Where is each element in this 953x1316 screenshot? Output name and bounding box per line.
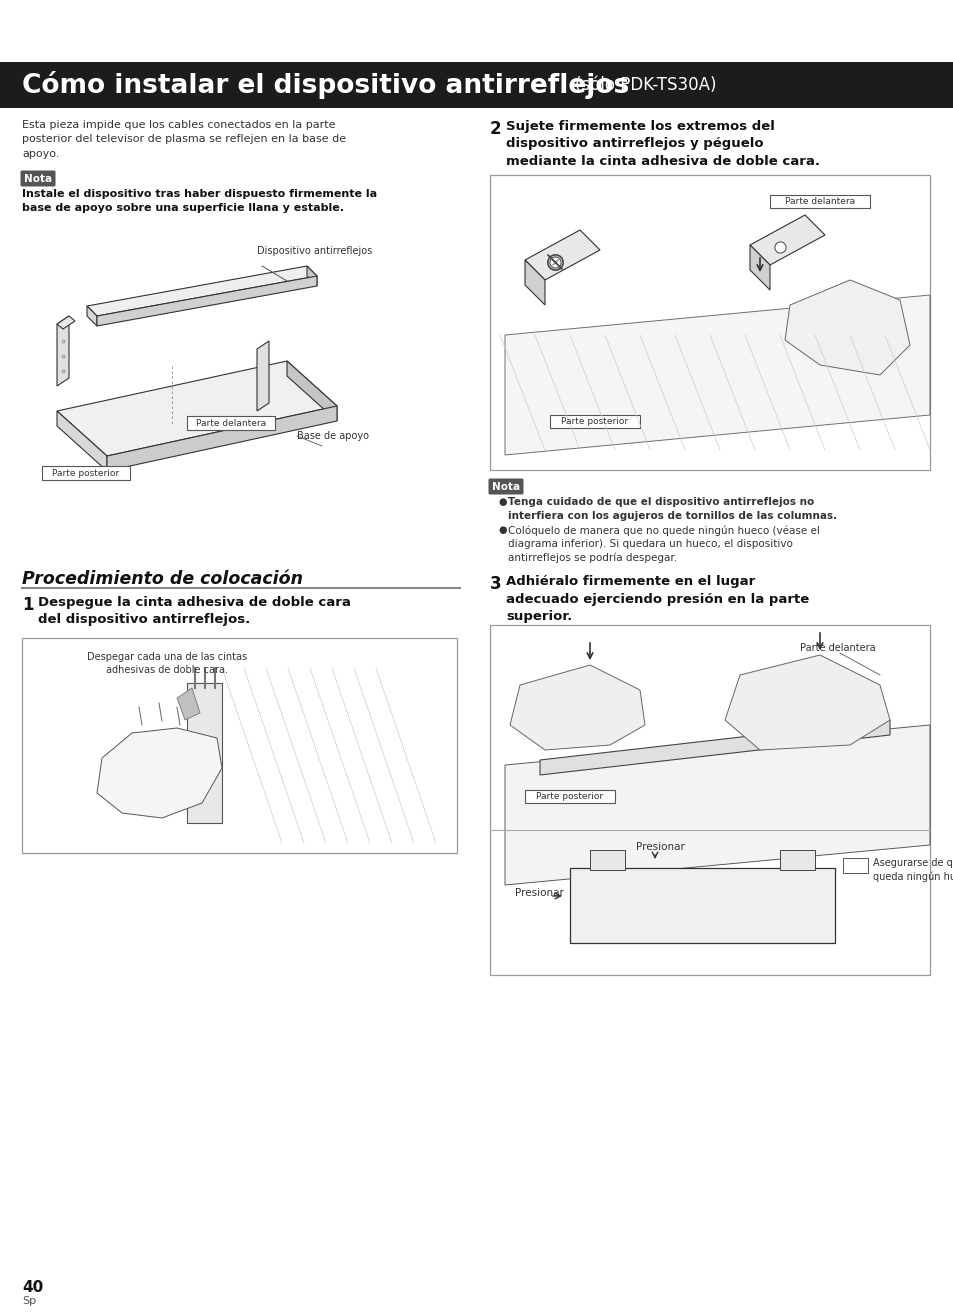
Bar	[780, 850, 814, 870]
Bar	[42, 466, 130, 480]
Text: Despegar cada una de las cintas
adhesivas de doble cara.: Despegar cada una de las cintas adhesiva…	[87, 651, 247, 675]
Text: Despegue la cinta adhesiva de doble cara
del dispositivo antirreflejos.: Despegue la cinta adhesiva de doble cara…	[38, 596, 351, 626]
FancyBboxPatch shape	[20, 171, 55, 187]
Text: Procedimiento de colocación: Procedimiento de colocación	[22, 570, 303, 588]
Polygon shape	[107, 407, 336, 471]
Polygon shape	[307, 266, 316, 286]
Polygon shape	[87, 307, 97, 326]
Polygon shape	[784, 280, 909, 375]
Polygon shape	[724, 655, 889, 750]
Text: (sólo PDK-TS30A): (sólo PDK-TS30A)	[575, 76, 716, 93]
Polygon shape	[510, 665, 644, 750]
Polygon shape	[97, 276, 316, 326]
Polygon shape	[539, 720, 889, 775]
Bar	[490, 625, 929, 975]
Bar	[490, 175, 929, 470]
Text: Presionar: Presionar	[515, 888, 563, 898]
Polygon shape	[256, 341, 269, 411]
Polygon shape	[57, 316, 69, 386]
Bar	[0, 62, 953, 108]
Text: Presionar: Presionar	[635, 842, 683, 851]
Polygon shape	[524, 261, 544, 305]
Text: Parte posterior: Parte posterior	[561, 417, 628, 426]
Bar	[550, 415, 639, 428]
Text: Parte delantera: Parte delantera	[195, 418, 266, 428]
Polygon shape	[504, 295, 929, 455]
Text: Dispositivo antirreflejos: Dispositivo antirreflejos	[256, 246, 372, 257]
Polygon shape	[749, 245, 769, 290]
Bar	[842, 858, 867, 873]
FancyBboxPatch shape	[488, 479, 523, 495]
Text: 1: 1	[22, 596, 33, 615]
Bar	[187, 683, 222, 822]
Text: Colóquelo de manera que no quede ningún hueco (véase el
diagrama inferior). Si q: Colóquelo de manera que no quede ningún …	[507, 525, 819, 563]
Polygon shape	[177, 688, 200, 720]
Polygon shape	[524, 230, 599, 280]
Polygon shape	[287, 361, 336, 421]
Text: ●: ●	[497, 497, 506, 507]
Bar	[589, 850, 624, 870]
Text: Parte delantera: Parte delantera	[800, 644, 875, 653]
Text: Parte posterior: Parte posterior	[52, 468, 119, 478]
Text: Sp: Sp	[22, 1296, 36, 1305]
Polygon shape	[504, 725, 929, 884]
Polygon shape	[57, 316, 75, 329]
Text: 2: 2	[490, 120, 501, 138]
Text: Nota: Nota	[492, 482, 519, 491]
Text: Sujete firmemente los extremos del
dispositivo antirreflejos y péguelo
mediante : Sujete firmemente los extremos del dispo…	[505, 120, 820, 168]
Polygon shape	[749, 215, 824, 265]
Bar	[187, 416, 274, 430]
Text: Instale el dispositivo tras haber dispuesto firmemente la
base de apoyo sobre un: Instale el dispositivo tras haber dispue…	[22, 190, 376, 213]
Text: Esta pieza impide que los cables conectados en la parte
posterior del televisor : Esta pieza impide que los cables conecta…	[22, 120, 346, 159]
Text: 3: 3	[490, 575, 501, 594]
Text: Nota: Nota	[24, 174, 52, 183]
Text: Parte posterior: Parte posterior	[536, 792, 603, 801]
Polygon shape	[57, 361, 336, 457]
Polygon shape	[57, 411, 107, 471]
Polygon shape	[97, 728, 222, 819]
Text: Base de apoyo: Base de apoyo	[296, 432, 369, 441]
Text: ●: ●	[497, 525, 506, 536]
Polygon shape	[87, 266, 316, 316]
Text: 40: 40	[22, 1280, 43, 1295]
Bar	[569, 869, 834, 944]
Text: Tenga cuidado de que el dispositivo antirreflejos no
interfiera con los agujeros: Tenga cuidado de que el dispositivo anti…	[507, 497, 836, 521]
Bar	[524, 790, 615, 803]
Text: Cómo instalar el dispositivo antirreflejos: Cómo instalar el dispositivo antirreflej…	[22, 71, 629, 99]
Text: Asegurarse de que no
queda ningún hueco.: Asegurarse de que no queda ningún hueco.	[872, 858, 953, 882]
Bar	[769, 195, 869, 208]
Text: Adhiéralo firmemente en el lugar
adecuado ejerciendo presión en la parte
superio: Adhiéralo firmemente en el lugar adecuad…	[505, 575, 808, 622]
Text: Parte delantera: Parte delantera	[784, 197, 854, 207]
Bar	[22, 638, 456, 853]
